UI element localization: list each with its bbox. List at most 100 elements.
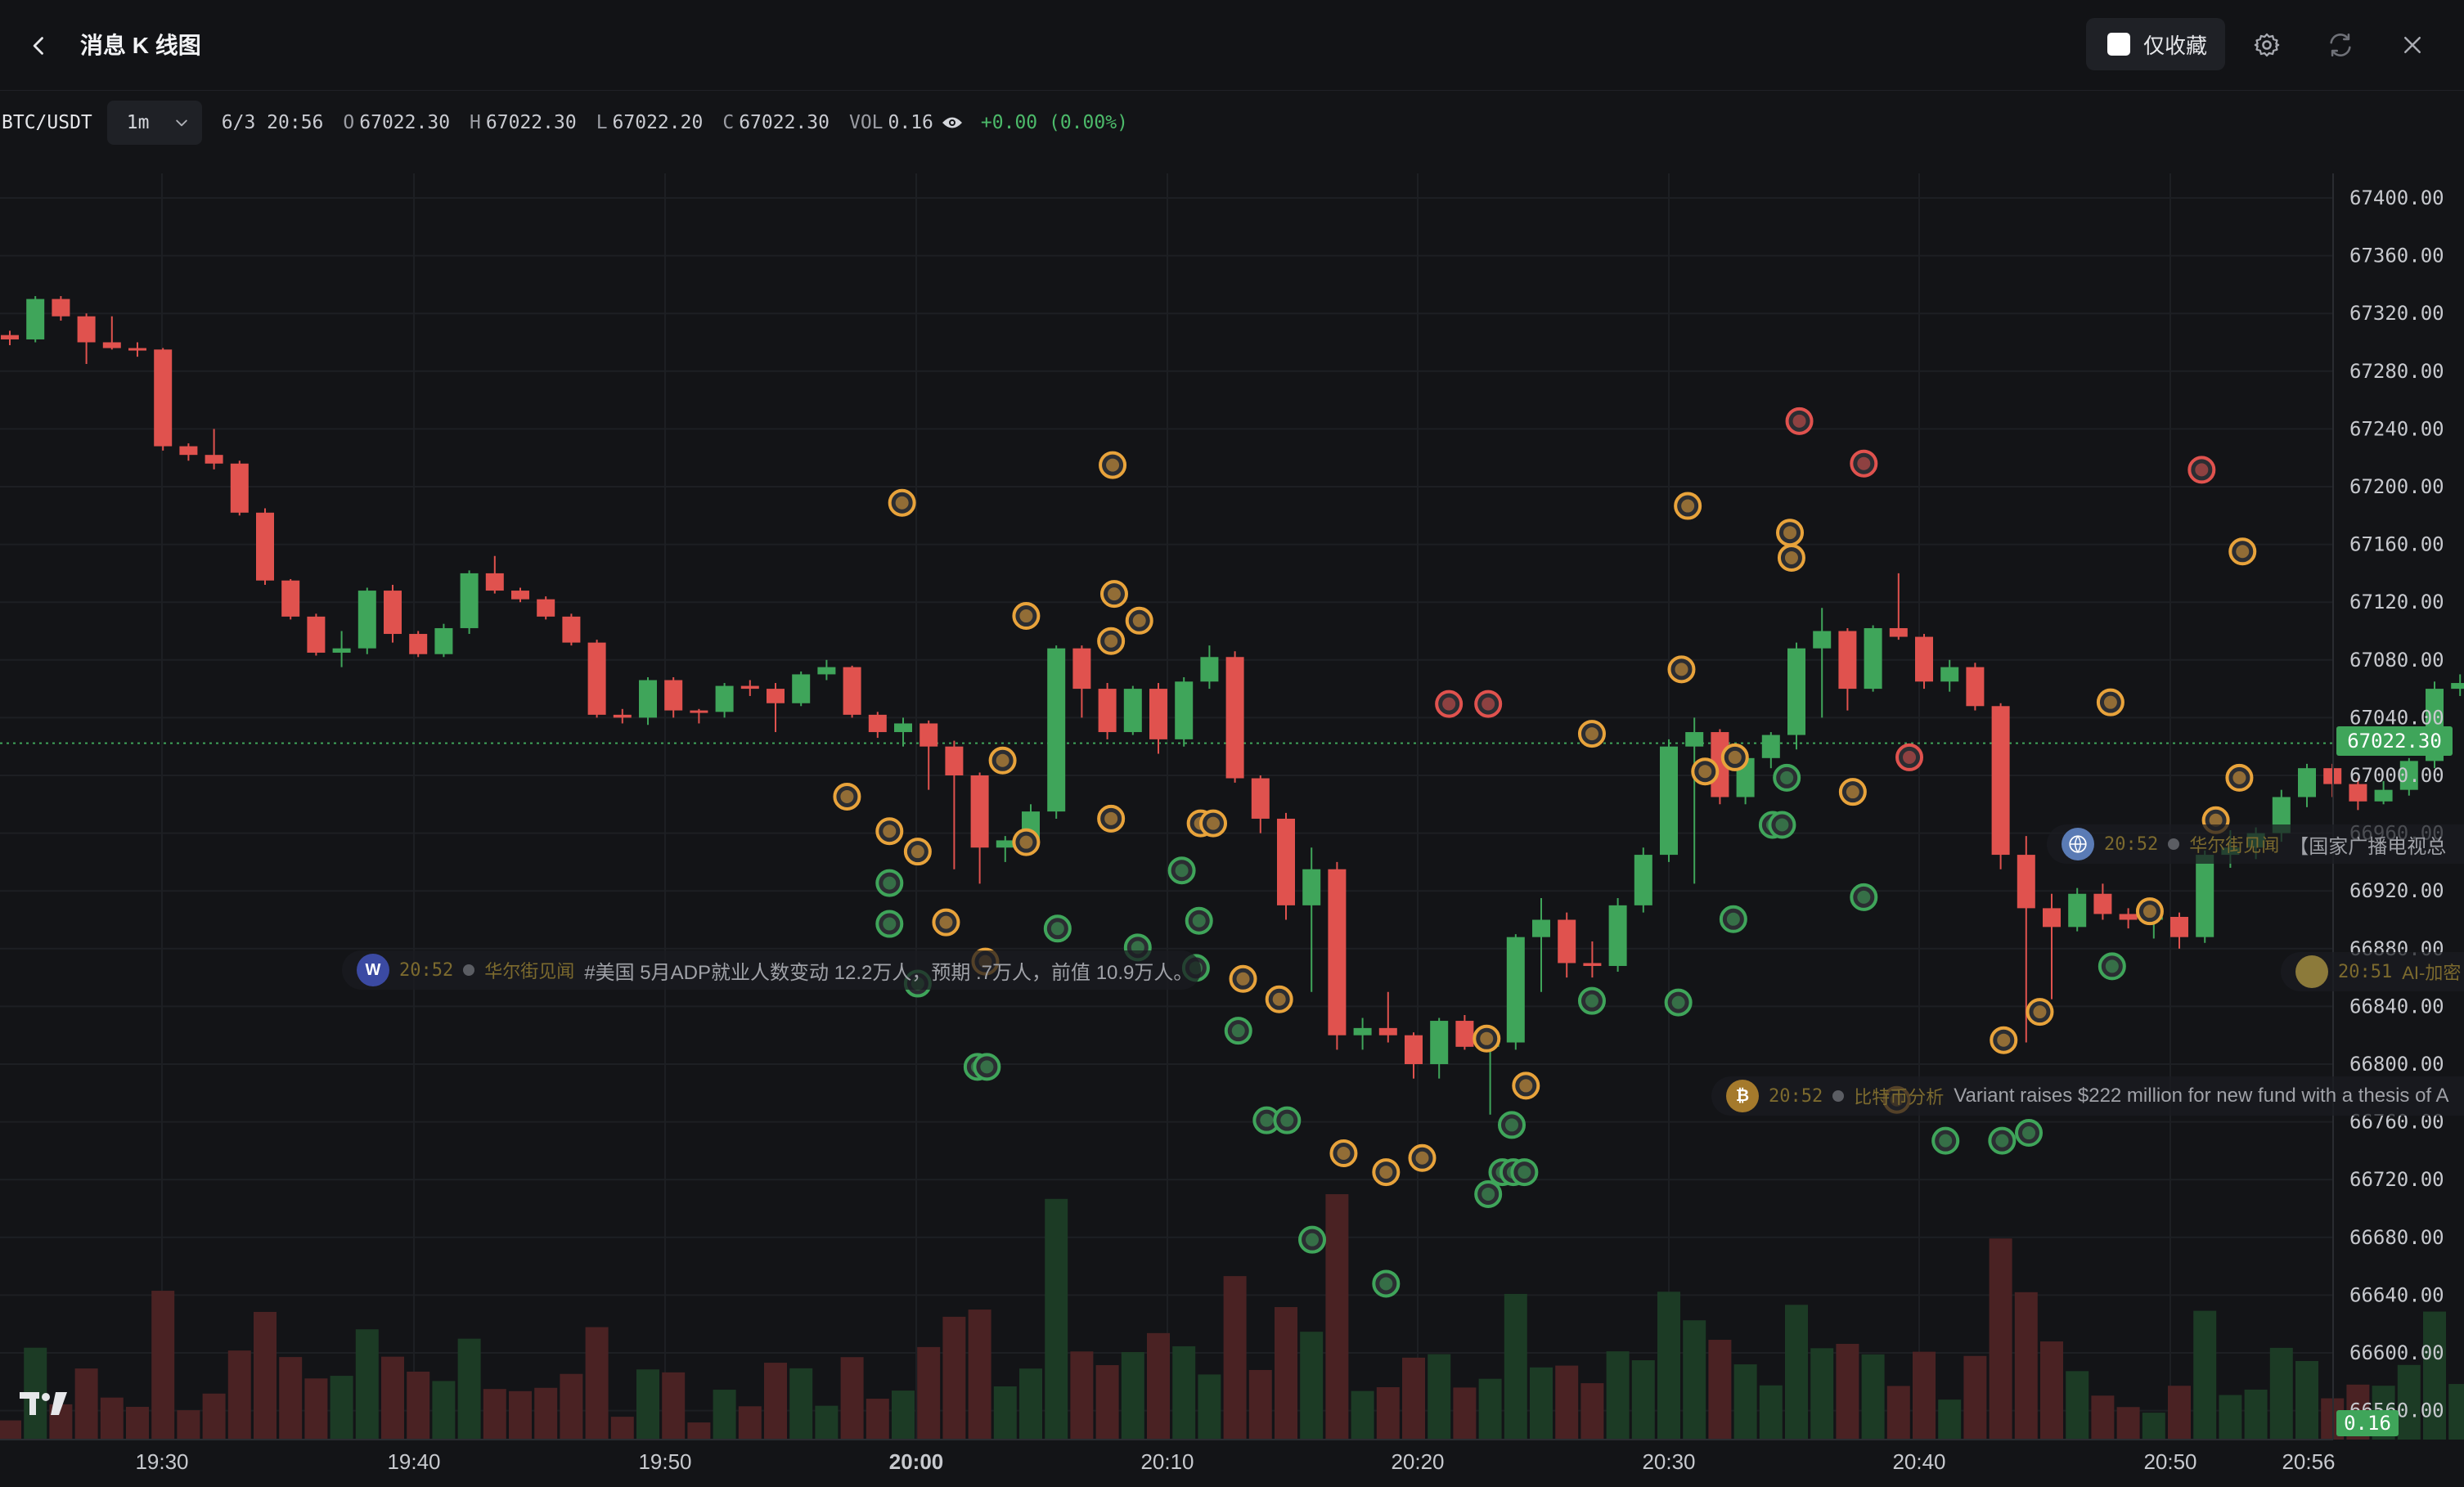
news-marker[interactable] xyxy=(1720,743,1749,771)
news-marker[interactable] xyxy=(903,838,932,866)
news-marker[interactable] xyxy=(1768,811,1796,839)
news-marker[interactable] xyxy=(2228,537,2257,566)
news-marker[interactable] xyxy=(1850,449,1878,478)
news-marker[interactable] xyxy=(1577,986,1606,1015)
candle xyxy=(1787,642,1805,750)
candle xyxy=(179,443,198,461)
news-marker[interactable] xyxy=(1473,1024,1501,1053)
news-marker[interactable] xyxy=(2187,456,2216,484)
news-marker[interactable] xyxy=(1498,1111,1527,1139)
news-marker[interactable] xyxy=(1474,690,1503,718)
news-marker[interactable] xyxy=(1719,905,1747,933)
news-overlay[interactable]: W 20:52 华尔街见闻 #美国 5月ADP就业人数变动 12.2万人，预期 … xyxy=(342,950,1201,990)
news-marker[interactable] xyxy=(2225,763,2254,792)
news-marker[interactable] xyxy=(1664,988,1693,1017)
news-marker[interactable] xyxy=(1674,492,1702,520)
news-marker[interactable] xyxy=(1691,757,1720,786)
news-marker[interactable] xyxy=(1185,906,1213,935)
news-marker[interactable] xyxy=(2098,952,2126,981)
news-marker[interactable] xyxy=(1773,763,1801,792)
news-marker[interactable] xyxy=(2015,1119,2044,1148)
news-marker[interactable] xyxy=(1372,1269,1401,1298)
news-marker[interactable] xyxy=(1224,1017,1252,1045)
news-source-icon xyxy=(2105,959,2119,973)
news-marker[interactable] xyxy=(1408,1143,1437,1172)
volume-bar xyxy=(177,1410,200,1440)
news-overlay[interactable]: ₿ 20:52 比特币分析 Variant raises $222 millio… xyxy=(1711,1076,2464,1116)
volume-bars xyxy=(0,1194,2464,1440)
news-overlay[interactable]: 20:52 华尔街见闻 【国家广播电视总 xyxy=(2047,824,2464,864)
favorites-only-checkbox[interactable] xyxy=(2107,33,2130,56)
news-marker[interactable] xyxy=(1043,914,1072,943)
news-marker[interactable] xyxy=(1097,804,1126,833)
news-marker[interactable] xyxy=(932,908,960,937)
news-marker[interactable] xyxy=(1167,856,1196,885)
news-marker[interactable] xyxy=(1776,519,1805,547)
news-marker[interactable] xyxy=(1895,743,1924,771)
volume-bar xyxy=(1580,1383,1604,1440)
news-marker[interactable] xyxy=(1838,778,1867,806)
volume-bar xyxy=(1810,1348,1834,1440)
news-marker[interactable] xyxy=(1012,602,1041,631)
candle xyxy=(740,680,759,696)
eye-icon[interactable] xyxy=(942,115,963,131)
news-marker[interactable] xyxy=(1229,964,1257,993)
news-marker[interactable] xyxy=(1667,655,1696,684)
close-button[interactable] xyxy=(2394,26,2431,64)
news-marker[interactable] xyxy=(1273,1106,1302,1134)
news-marker[interactable] xyxy=(1931,1126,1960,1155)
news-marker[interactable] xyxy=(1372,1158,1401,1187)
news-marker[interactable] xyxy=(875,910,904,938)
gear-icon xyxy=(2254,33,2280,57)
news-marker[interactable] xyxy=(1099,580,1128,609)
news-marker[interactable] xyxy=(1577,720,1606,748)
news-dot xyxy=(2168,838,2180,850)
news-source-icon xyxy=(1236,972,1250,986)
current-volume-tag: 0.16 xyxy=(2336,1410,2399,1436)
news-marker[interactable] xyxy=(1435,690,1464,718)
news-marker[interactable] xyxy=(833,782,861,811)
candle xyxy=(2043,893,2061,1000)
candle xyxy=(1608,898,1627,973)
news-marker[interactable] xyxy=(1097,627,1126,655)
news-marker[interactable] xyxy=(1474,1179,1503,1208)
news-marker[interactable] xyxy=(1785,407,1814,435)
candle xyxy=(357,587,376,654)
news-marker[interactable] xyxy=(888,488,916,517)
news-markers[interactable] xyxy=(833,407,2257,1298)
news-source-icon xyxy=(1518,1166,1531,1179)
news-marker[interactable] xyxy=(1329,1139,1358,1168)
news-marker[interactable] xyxy=(2135,897,2164,926)
settings-button[interactable] xyxy=(2248,26,2286,64)
news-overlay[interactable]: 20:51 AI-加密 xyxy=(2281,952,2464,991)
news-marker[interactable] xyxy=(988,746,1017,775)
news-marker[interactable] xyxy=(1099,451,1127,479)
news-source-icon xyxy=(2209,813,2223,827)
candle xyxy=(945,740,964,869)
candle xyxy=(639,676,657,726)
news-marker[interactable] xyxy=(1988,1126,2017,1155)
news-marker[interactable] xyxy=(1512,1071,1540,1100)
favorites-only-toggle[interactable]: 仅收藏 xyxy=(2086,18,2225,70)
candle xyxy=(2349,778,2367,811)
news-marker[interactable] xyxy=(973,1053,1001,1081)
news-marker[interactable] xyxy=(875,817,904,846)
news-marker[interactable] xyxy=(1012,828,1041,856)
news-marker[interactable] xyxy=(1990,1026,2018,1054)
news-marker[interactable] xyxy=(875,869,904,897)
news-marker[interactable] xyxy=(2026,998,2054,1027)
candle xyxy=(996,836,1014,862)
interval-select[interactable]: 1m xyxy=(106,101,202,145)
candle xyxy=(52,296,70,321)
news-marker[interactable] xyxy=(1298,1225,1327,1254)
news-marker[interactable] xyxy=(2096,688,2125,717)
news-marker[interactable] xyxy=(1199,809,1228,838)
news-marker[interactable] xyxy=(1265,985,1293,1013)
refresh-button[interactable] xyxy=(2322,26,2359,64)
news-marker[interactable] xyxy=(1777,543,1805,572)
news-marker[interactable] xyxy=(1510,1158,1539,1187)
back-button[interactable] xyxy=(21,28,57,64)
news-marker[interactable] xyxy=(1125,606,1153,635)
news-marker[interactable] xyxy=(1850,883,1878,911)
